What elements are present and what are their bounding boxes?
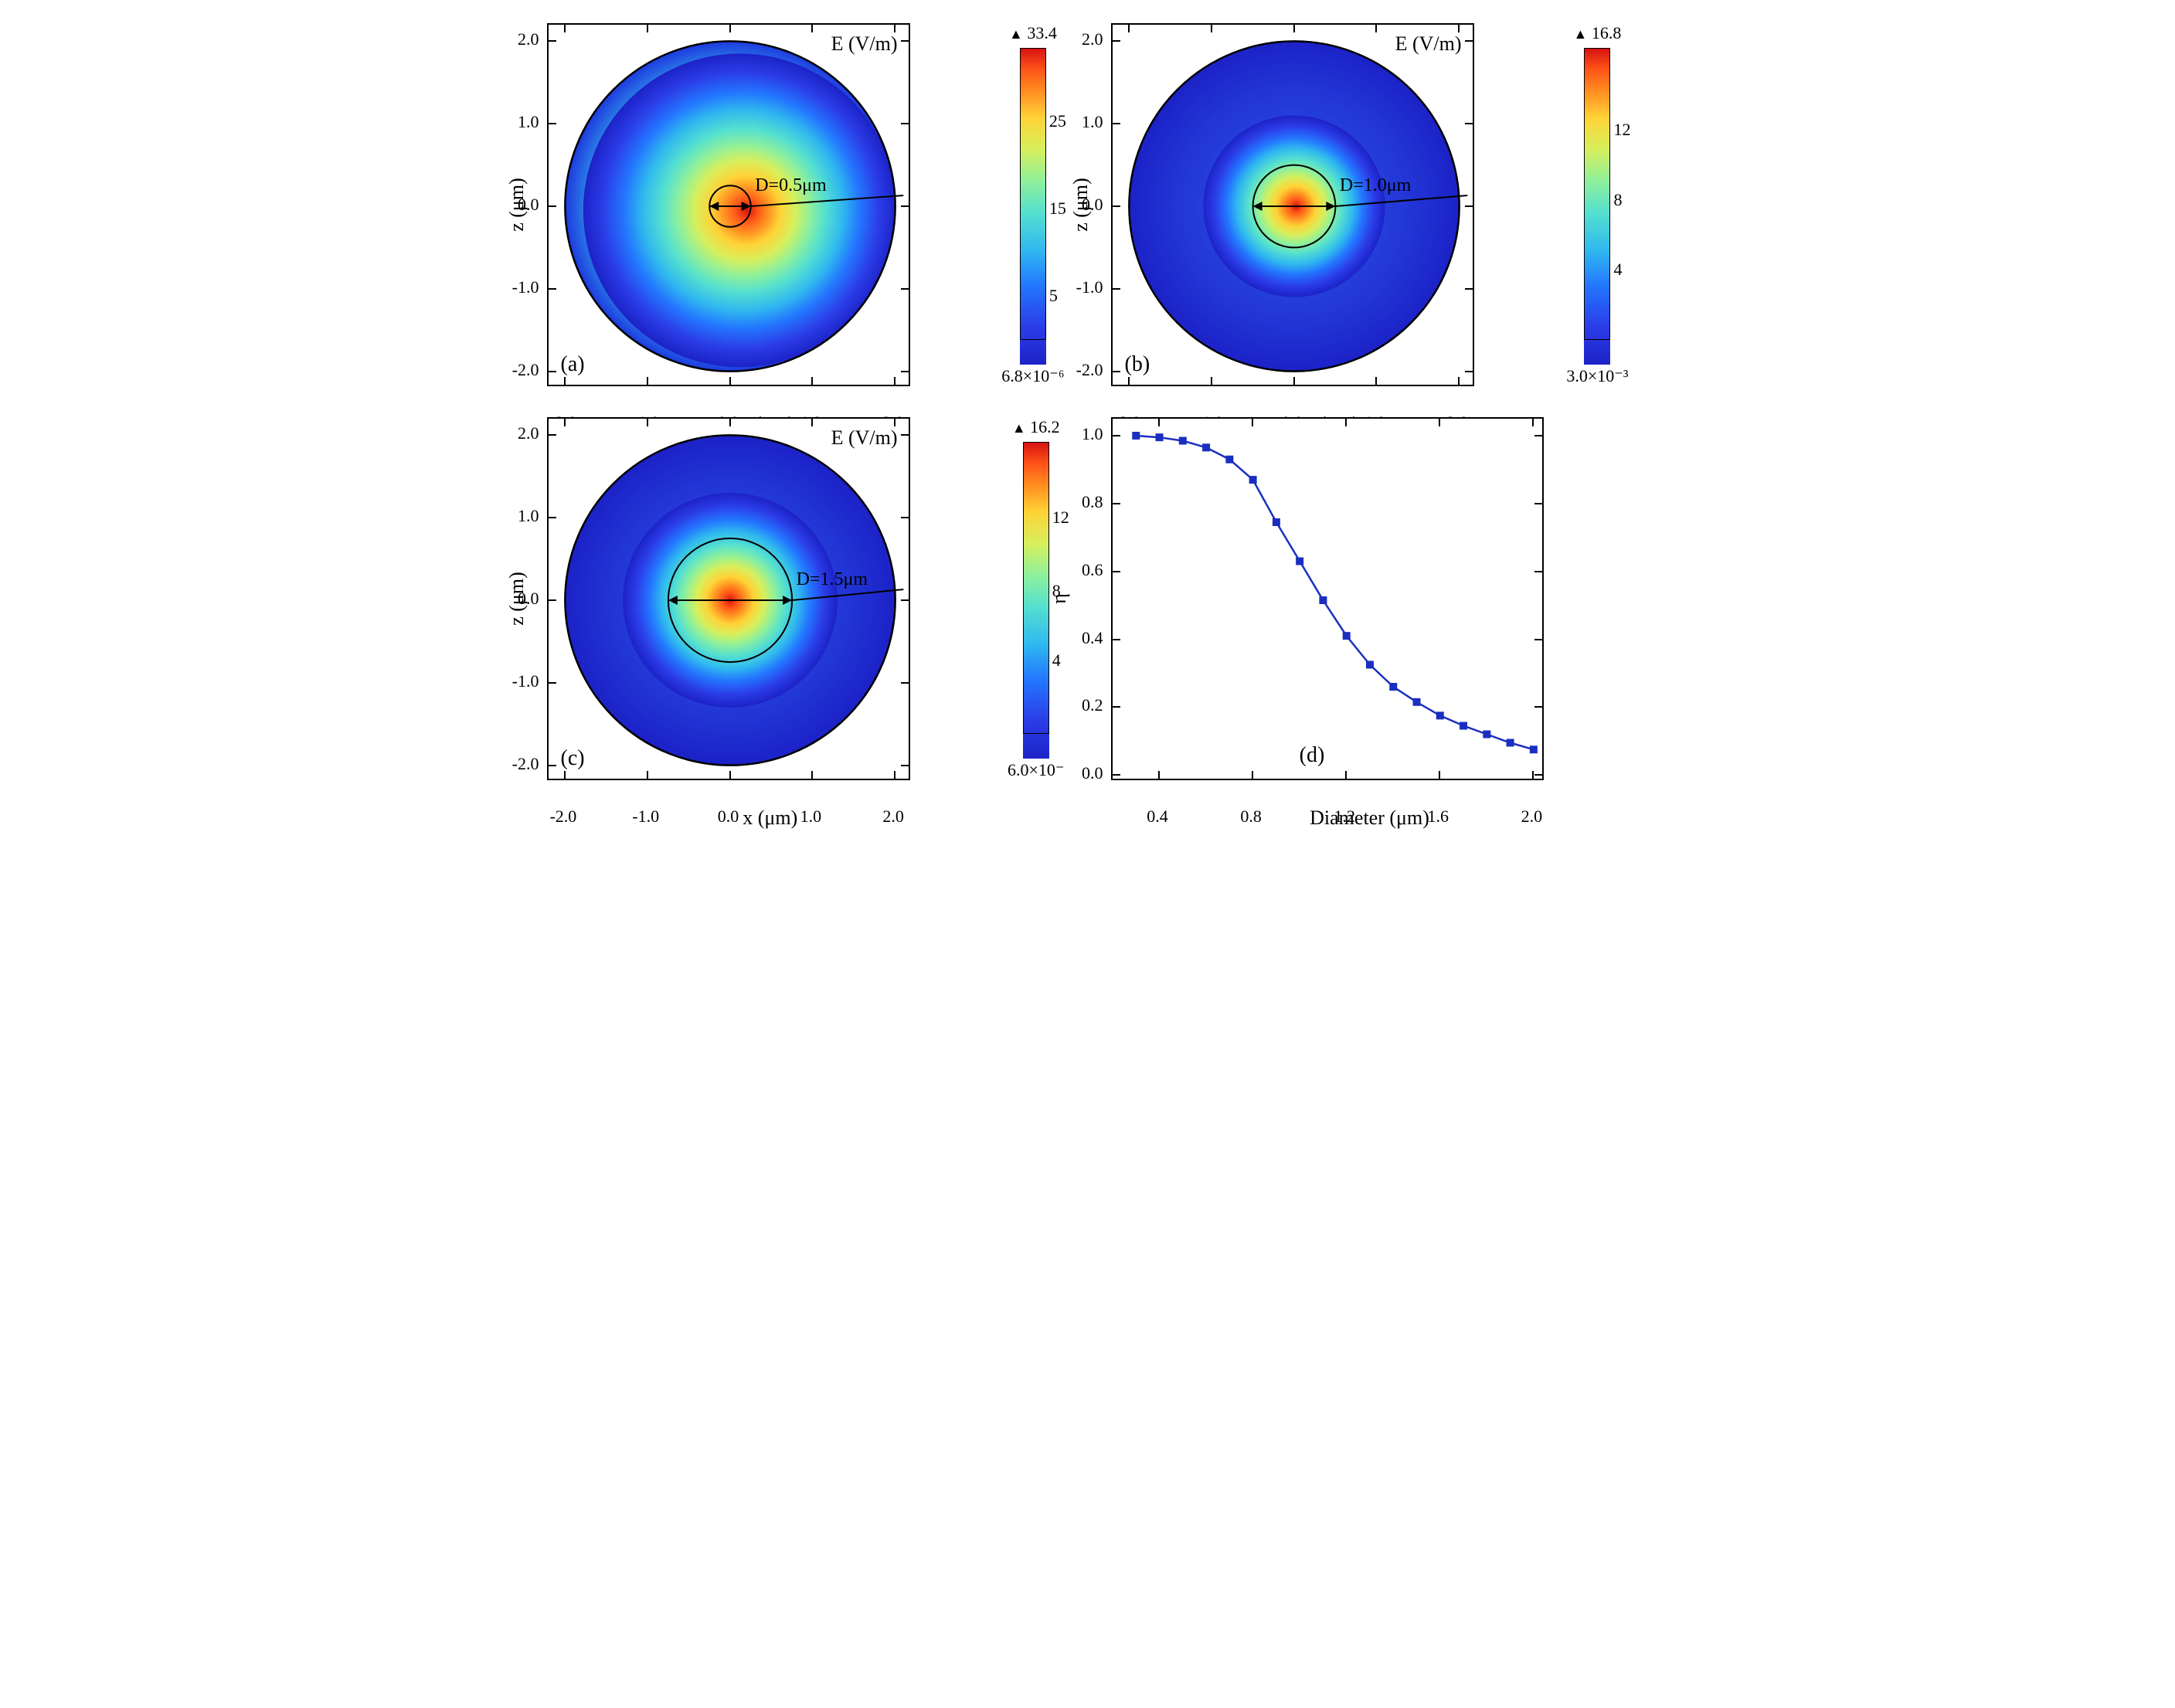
field-title: E (V/m) xyxy=(1395,32,1462,56)
panel-c: z (μm) x (μm) xyxy=(547,417,1065,780)
panel-label: (a) xyxy=(561,352,585,377)
yticks: 0.00.20.40.60.81.0 xyxy=(1057,417,1103,780)
panel-label: (c) xyxy=(561,746,585,771)
colorbar: ▲ 16.8 1284 ▼ 3.0×10⁻³ xyxy=(1566,23,1628,386)
panel-label: (d) xyxy=(1300,743,1325,768)
yticks: -2.0-1.00.01.02.0 xyxy=(493,417,539,780)
xlabel: x (μm) xyxy=(743,806,797,830)
yticks: -2.0-1.00.01.02.0 xyxy=(1057,23,1103,386)
plot-area: (a) E (V/m) D=0.5μm xyxy=(547,23,910,386)
plot-area: (b) E (V/m) D=1.0μm xyxy=(1111,23,1474,386)
field-svg xyxy=(549,25,912,388)
panel-d: η Diameter (μm) (d) 0.40.81.21.62.0 0.00… xyxy=(1111,417,1629,780)
diameter-label: D=1.5μm xyxy=(797,569,868,590)
panel-b: z (μm) x (μm) xyxy=(1111,23,1629,386)
panel-label: (b) xyxy=(1125,352,1150,377)
plot-area: (d) xyxy=(1111,417,1544,780)
diameter-label: D=1.0μm xyxy=(1340,175,1411,196)
field-title: E (V/m) xyxy=(831,426,898,450)
field-svg xyxy=(549,419,912,782)
field-svg xyxy=(1113,25,1476,388)
diameter-label: D=0.5μm xyxy=(755,175,826,196)
field-title: E (V/m) xyxy=(831,32,898,56)
xlabel: Diameter (μm) xyxy=(1310,806,1429,830)
panel-a: z (μm) x (μm) xyxy=(547,23,1065,386)
yticks: -2.0-1.00.01.02.0 xyxy=(493,23,539,386)
colorbar: ▲ 33.4 25155 ▼ 6.8×10⁻⁶ xyxy=(1001,23,1064,386)
line-svg xyxy=(1113,419,1545,782)
plot-area: (c) E (V/m) D=1.5μm xyxy=(547,417,910,780)
